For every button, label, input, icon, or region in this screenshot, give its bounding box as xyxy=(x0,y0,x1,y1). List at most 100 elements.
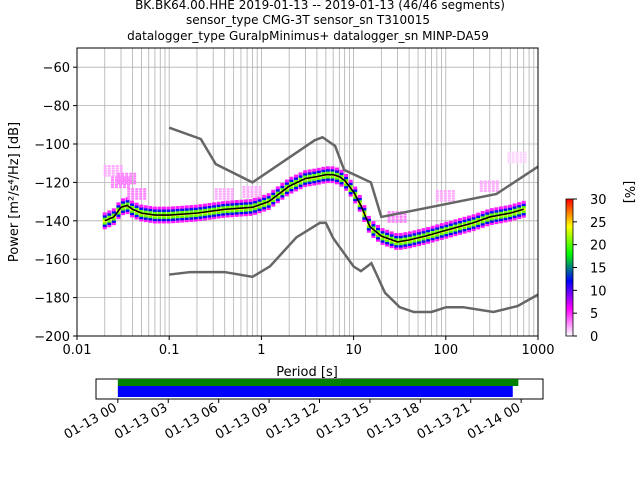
pdf-cell xyxy=(366,225,371,229)
pdf-cell xyxy=(134,207,139,211)
pdf-outlier-cell xyxy=(133,179,137,182)
x-tick-label: 100 xyxy=(433,343,458,358)
pdf-cell xyxy=(143,214,148,218)
ppsd-plot-area: 0.01 0.1 1 10 100 1000 −200 −180 −160 −140 −120 −10… xyxy=(34,47,555,358)
pdf-cell xyxy=(480,224,485,228)
pdf-outlier-cell xyxy=(451,197,455,200)
pdf-cell xyxy=(180,217,185,221)
pdf-outlier-cell xyxy=(479,180,483,183)
pdf-cell xyxy=(335,179,340,183)
pdf-cell xyxy=(243,208,248,212)
pdf-cell xyxy=(212,216,217,220)
pdf-cell xyxy=(184,210,189,214)
pdf-outlier-cell xyxy=(222,192,226,195)
pdf-cell xyxy=(394,244,399,248)
pdf-cell xyxy=(303,184,308,188)
pdf-outlier-cell xyxy=(218,197,222,200)
pdf-cell xyxy=(375,234,380,238)
pdf-outlier-cell xyxy=(230,190,234,193)
pdf-outlier-cell xyxy=(131,197,135,200)
pdf-cell xyxy=(175,210,180,214)
pdf-cell xyxy=(280,187,285,191)
pdf-cell xyxy=(234,204,239,208)
pdf-cell xyxy=(102,221,107,225)
pdf-cell xyxy=(230,209,235,213)
pdf-outlier-cell xyxy=(226,195,230,198)
pdf-outlier-cell xyxy=(391,220,395,223)
pdf-cell xyxy=(366,220,371,224)
pdf-outlier-cell xyxy=(250,186,254,189)
pdf-outlier-cell xyxy=(507,151,511,154)
pdf-outlier-cell xyxy=(143,197,147,200)
colorbar-tick-label: 20 xyxy=(590,239,607,254)
pdf-cell xyxy=(494,221,499,225)
pdf-outlier-cell xyxy=(451,192,455,195)
pdf-cell xyxy=(116,206,121,210)
pdf-cell xyxy=(216,204,221,208)
pdf-cell xyxy=(444,231,449,235)
pdf-cell xyxy=(262,206,267,210)
pdf-cell xyxy=(457,218,462,222)
pdf-cell xyxy=(489,212,494,216)
pdf-outlier-cell xyxy=(250,191,254,193)
pdf-cell xyxy=(198,204,203,208)
pdf-outlier-cell xyxy=(127,195,131,198)
pdf-outlier-cell xyxy=(519,158,523,161)
pdf-outlier-cell xyxy=(511,151,515,154)
pdf-cell xyxy=(298,174,303,178)
pdf-cell xyxy=(435,229,440,233)
pdf-cell xyxy=(453,228,458,232)
pdf-cell xyxy=(262,208,267,212)
pdf-cell xyxy=(380,237,385,241)
pdf-outlier-cell xyxy=(103,169,107,172)
colorbar-tick-label: 0 xyxy=(590,330,598,345)
pdf-cell xyxy=(111,210,116,214)
pdf-outlier-cell xyxy=(507,161,511,164)
pdf-outlier-cell xyxy=(443,194,447,197)
pdf-cell xyxy=(394,233,399,237)
pdf-cell xyxy=(357,208,362,212)
pdf-cell xyxy=(303,179,308,183)
data-coverage-bar xyxy=(117,379,519,386)
pdf-outlier-cell xyxy=(118,181,122,184)
pdf-cell xyxy=(512,205,517,209)
y-tick-label: −200 xyxy=(34,330,70,345)
pdf-outlier-cell xyxy=(111,172,115,175)
pdf-cell xyxy=(193,216,198,220)
pdf-cell xyxy=(426,226,431,230)
axis-ticks: 0.01 0.1 1 10 100 1000 −200 −180 −160 −140 −120 −10… xyxy=(34,61,554,358)
pdf-cell xyxy=(266,204,271,208)
pdf-outlier-cell xyxy=(218,188,222,191)
pdf-cell xyxy=(494,211,499,215)
pdf-cell xyxy=(330,168,335,172)
pdf-outlier-cell xyxy=(515,158,519,161)
pdf-cell xyxy=(394,242,399,246)
pdf-outlier-cell xyxy=(511,158,515,161)
pdf-cell xyxy=(262,199,267,203)
pdf-outlier-cell xyxy=(254,186,258,189)
pdf-cell xyxy=(462,230,467,234)
pdf-cell xyxy=(230,204,235,208)
pdf-cell xyxy=(111,217,116,221)
pdf-cell xyxy=(202,212,207,216)
pdf-cell xyxy=(157,215,162,219)
pdf-outlier-cell xyxy=(117,175,121,178)
y-tick-label: −80 xyxy=(43,100,70,115)
pdf-cell xyxy=(316,167,321,171)
pdf-outlier-cell xyxy=(242,193,246,196)
pdf-outlier-cell xyxy=(114,176,118,179)
pdf-cell xyxy=(403,236,408,240)
pdf-cell xyxy=(335,167,340,171)
pdf-cell xyxy=(489,210,494,214)
colorbar-tick-label: 10 xyxy=(590,284,607,299)
pdf-outlier-cell xyxy=(523,156,527,159)
pdf-cell xyxy=(448,220,453,224)
pdf-outlier-cell xyxy=(519,156,523,159)
pdf-cell xyxy=(125,201,130,205)
pdf-cell xyxy=(230,214,235,218)
pdf-outlier-cell xyxy=(391,211,395,214)
pdf-cell xyxy=(107,215,112,219)
pdf-cell xyxy=(403,243,408,247)
pdf-outlier-cell xyxy=(103,167,107,170)
